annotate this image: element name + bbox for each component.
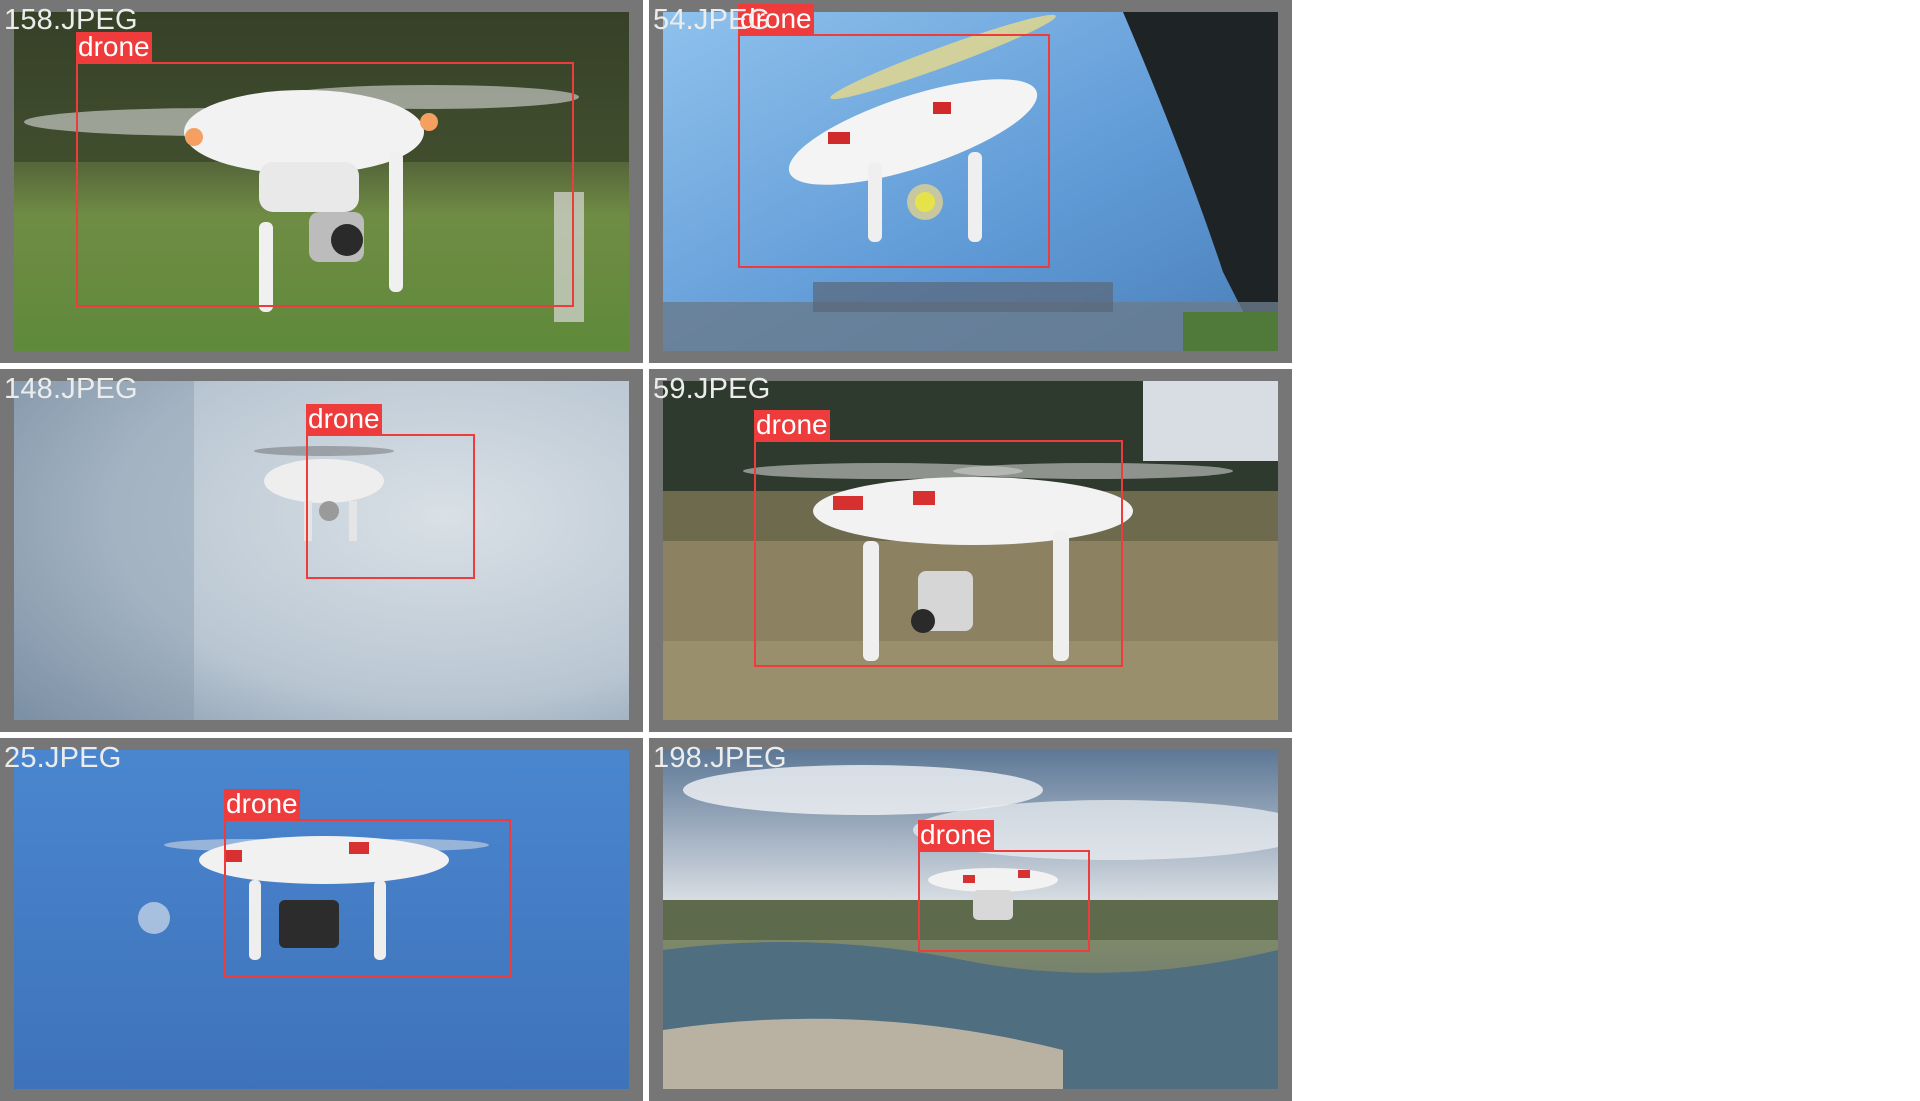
image-filename: 158.JPEG [4,4,138,36]
image-filename: 59.JPEG [653,373,771,405]
image-cell-198[interactable]: 198.JPEG [649,738,1292,1101]
detection-label: drone [918,819,994,850]
detection-label: drone [738,3,814,34]
detection-label: drone [224,788,300,819]
detection-box[interactable]: drone [224,789,511,978]
detection-box[interactable]: drone [738,4,1050,268]
image-filename: 198.JPEG [653,742,787,774]
drone-photo [14,381,629,720]
drone-photo [663,12,1278,351]
image-cell-54[interactable]: 54.JPEG [649,0,1292,363]
image-filename: 148.JPEG [4,373,138,405]
detection-box[interactable]: drone [918,820,1090,952]
image-cell-158[interactable]: 158.JPEG [0,0,643,363]
drone-photo [14,12,629,351]
detection-label: drone [754,409,830,440]
detection-box[interactable]: drone [76,32,574,307]
detection-box[interactable]: drone [754,410,1123,667]
detection-label: drone [306,403,382,434]
drone-photo [14,750,629,1089]
detection-grid: 158.JPEG [0,0,1292,1101]
image-cell-148[interactable]: 148.JPEG drone [0,369,643,732]
drone-photo [663,750,1278,1089]
image-cell-59[interactable]: 59.JPEG drone [649,369,1292,732]
detection-label: drone [76,31,152,62]
image-cell-25[interactable]: 25.JPEG d [0,738,643,1101]
detection-box[interactable]: drone [306,404,475,579]
image-filename: 54.JPEG [653,4,771,36]
image-filename: 25.JPEG [4,742,122,774]
